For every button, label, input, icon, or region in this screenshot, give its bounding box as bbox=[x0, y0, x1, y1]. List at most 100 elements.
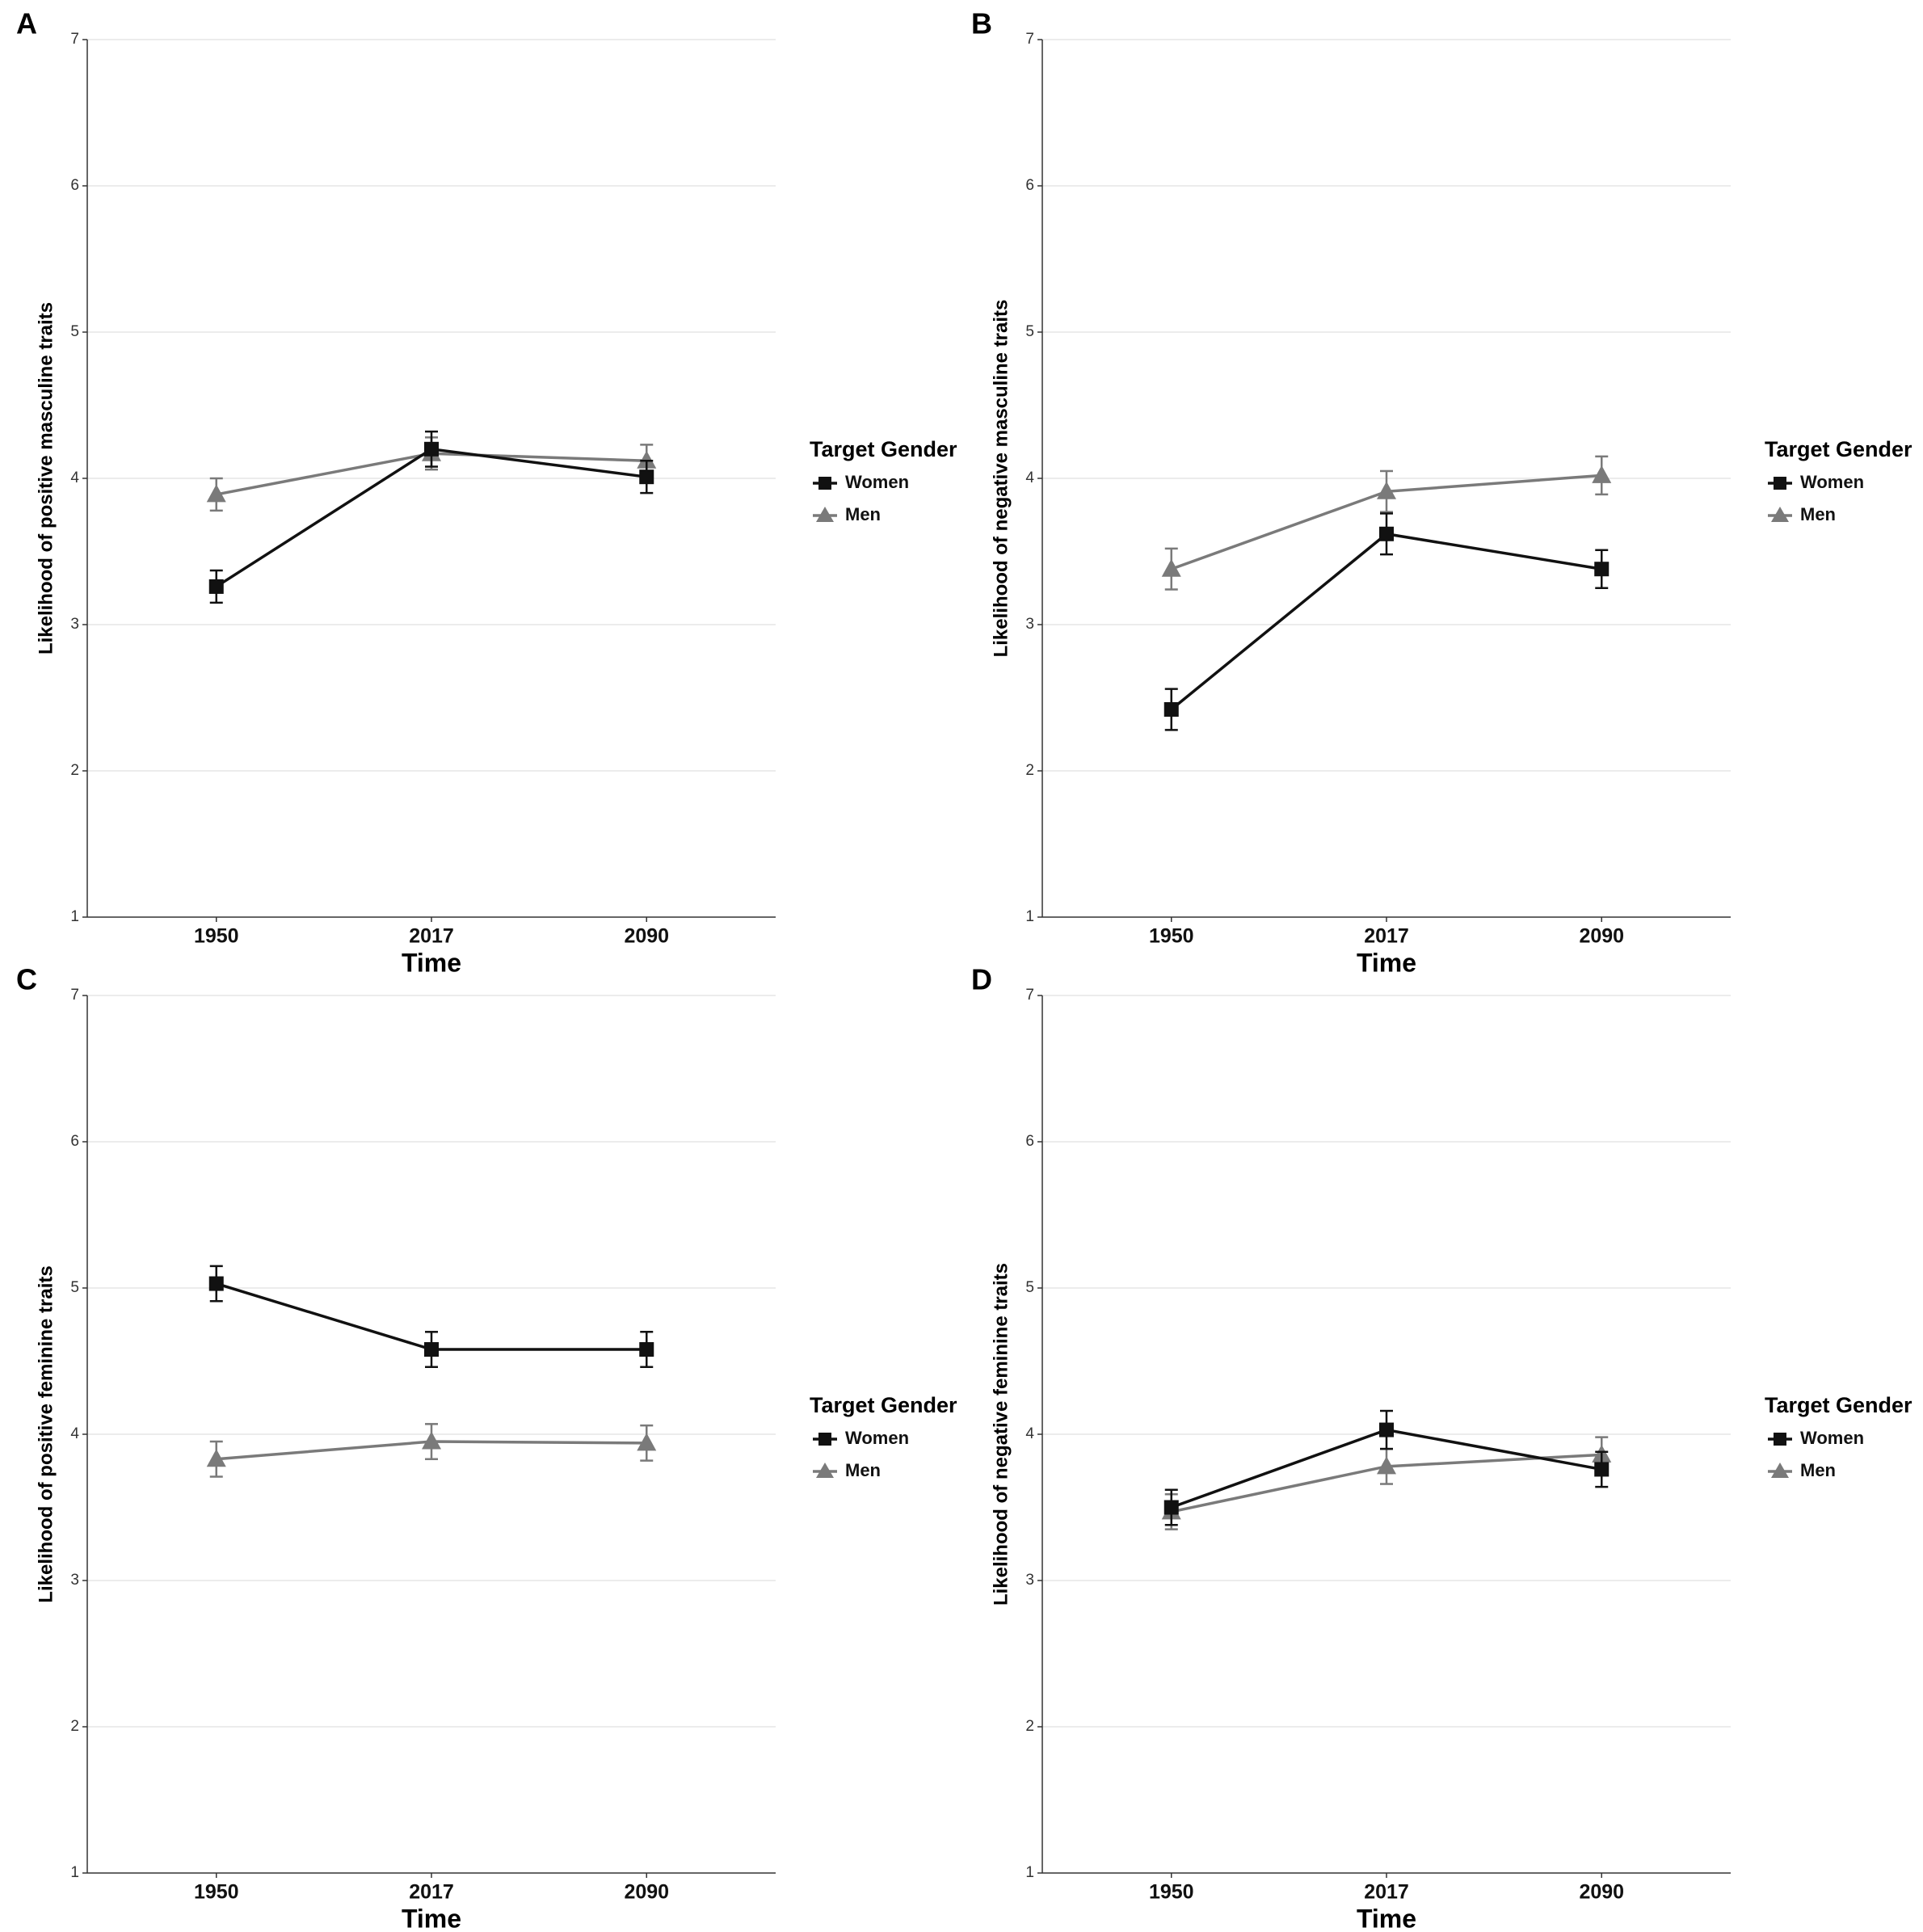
legend-key-square-icon bbox=[818, 1433, 831, 1446]
series-men bbox=[206, 1423, 657, 1478]
series-women bbox=[1163, 512, 1610, 731]
data-point bbox=[639, 1342, 654, 1357]
legend: Target Gender Women Men bbox=[810, 1393, 957, 1480]
y-tick-label: 6 bbox=[70, 177, 79, 194]
x-axis-title: Time bbox=[402, 948, 461, 977]
y-tick-label: 5 bbox=[1025, 1279, 1034, 1296]
y-tick-label: 3 bbox=[70, 616, 79, 633]
y-tick-label: 3 bbox=[70, 1572, 79, 1589]
x-tick-label: 1950 bbox=[1149, 1881, 1194, 1904]
data-point bbox=[1594, 562, 1610, 577]
legend-item-women: Women bbox=[813, 1428, 909, 1448]
x-axis-title: Time bbox=[1357, 1904, 1416, 1932]
data-point bbox=[1379, 526, 1394, 541]
series-women bbox=[1163, 1409, 1610, 1526]
data-point bbox=[637, 1433, 657, 1451]
y-tick-label: 1 bbox=[70, 908, 79, 925]
y-tick-label: 2 bbox=[1025, 1718, 1034, 1735]
legend-item-women: Women bbox=[1768, 472, 1864, 492]
legend-label: Men bbox=[845, 1460, 881, 1480]
y-tick-label: 7 bbox=[1025, 31, 1034, 48]
data-point bbox=[208, 1276, 224, 1291]
data-point bbox=[1161, 558, 1181, 577]
y-tick-label: 2 bbox=[70, 1718, 79, 1735]
y-tick-label: 7 bbox=[70, 987, 79, 1004]
series-women bbox=[208, 430, 654, 604]
y-tick-label: 4 bbox=[70, 469, 79, 486]
x-axis-title: Time bbox=[1357, 948, 1416, 977]
legend-label: Women bbox=[1800, 1428, 1864, 1448]
data-point bbox=[639, 469, 654, 485]
x-tick-label: 2090 bbox=[624, 1881, 669, 1904]
y-axis-title: Likelihood of positive feminine traits bbox=[35, 1265, 57, 1602]
y-axis-title: Likelihood of positive masculine traits bbox=[35, 302, 57, 655]
data-point bbox=[206, 484, 226, 503]
data-point bbox=[424, 441, 439, 457]
data-point bbox=[1379, 1422, 1394, 1437]
legend-item-men: Men bbox=[813, 1460, 881, 1480]
y-tick-label: 2 bbox=[1025, 762, 1034, 779]
y-tick-label: 5 bbox=[70, 1279, 79, 1296]
legend-item-men: Men bbox=[1768, 504, 1836, 524]
y-tick-label: 4 bbox=[1025, 469, 1034, 486]
legend-item-women: Women bbox=[813, 472, 909, 492]
data-point bbox=[637, 450, 657, 469]
panel-label: B bbox=[971, 7, 992, 40]
x-tick-label: 2090 bbox=[1579, 925, 1624, 948]
legend-label: Men bbox=[845, 504, 881, 524]
series-men bbox=[1161, 1436, 1612, 1530]
panel-a: A 1 2 3 4 5 6 7 1950 2017 2090 Time Likelihood of po… bbox=[16, 7, 957, 978]
y-tick-label: 1 bbox=[1025, 1864, 1034, 1881]
legend-title: Target Gender bbox=[1765, 437, 1912, 461]
legend-title: Target Gender bbox=[810, 1393, 957, 1417]
y-tick-label: 4 bbox=[70, 1425, 79, 1442]
legend-key-triangle-icon bbox=[1771, 1463, 1789, 1478]
series-women bbox=[208, 1265, 654, 1368]
y-tick-label: 4 bbox=[1025, 1425, 1034, 1442]
y-tick-label: 6 bbox=[1025, 177, 1034, 194]
panel-label: D bbox=[971, 963, 992, 996]
x-tick-label: 2090 bbox=[624, 925, 669, 948]
legend-title: Target Gender bbox=[1765, 1393, 1912, 1417]
data-point bbox=[1163, 1500, 1179, 1515]
y-tick-label: 6 bbox=[1025, 1133, 1034, 1150]
legend-key-square-icon bbox=[1774, 477, 1786, 490]
y-tick-label: 3 bbox=[1025, 1572, 1034, 1589]
legend: Target Gender Women Men bbox=[810, 437, 957, 524]
y-tick-label: 3 bbox=[1025, 616, 1034, 633]
data-point bbox=[1592, 465, 1612, 483]
x-tick-label: 2017 bbox=[409, 1881, 454, 1904]
y-axis-title: Likelihood of negative feminine traits bbox=[990, 1263, 1012, 1606]
data-point bbox=[1377, 1456, 1396, 1475]
legend-item-men: Men bbox=[813, 504, 881, 524]
x-tick-label: 1950 bbox=[1149, 925, 1194, 948]
legend-key-triangle-icon bbox=[816, 507, 834, 522]
data-point bbox=[1163, 701, 1179, 717]
legend: Target Gender Women Men bbox=[1765, 437, 1912, 524]
panel-d: D 1 2 3 4 5 6 7 1950 2017 2090 Time Likelihood of ne… bbox=[971, 963, 1912, 1932]
legend-key-square-icon bbox=[818, 477, 831, 490]
x-tick-label: 2017 bbox=[1364, 1881, 1409, 1904]
y-axis-title: Likelihood of negative masculine traits bbox=[990, 300, 1012, 658]
y-tick-label: 7 bbox=[70, 31, 79, 48]
legend-label: Women bbox=[845, 1428, 909, 1448]
y-tick-label: 1 bbox=[1025, 908, 1034, 925]
x-axis-title: Time bbox=[402, 1904, 461, 1932]
data-point bbox=[422, 1431, 441, 1450]
data-point bbox=[1594, 1462, 1610, 1477]
x-tick-label: 2090 bbox=[1579, 1881, 1624, 1904]
panel-label: C bbox=[16, 963, 37, 996]
data-point bbox=[1377, 481, 1396, 499]
legend-label: Women bbox=[845, 472, 909, 492]
series-line bbox=[1170, 532, 1602, 711]
legend-title: Target Gender bbox=[810, 437, 957, 461]
y-tick-label: 2 bbox=[70, 762, 79, 779]
y-tick-label: 5 bbox=[1025, 323, 1034, 340]
legend-item-women: Women bbox=[1768, 1428, 1864, 1448]
y-tick-label: 7 bbox=[1025, 987, 1034, 1004]
series-men bbox=[1161, 455, 1612, 591]
panel-b: B 1 2 3 4 5 6 7 1950 2017 2090 Time Likelihood of ne… bbox=[971, 7, 1912, 978]
legend-key-square-icon bbox=[1774, 1433, 1786, 1446]
data-point bbox=[424, 1342, 439, 1357]
